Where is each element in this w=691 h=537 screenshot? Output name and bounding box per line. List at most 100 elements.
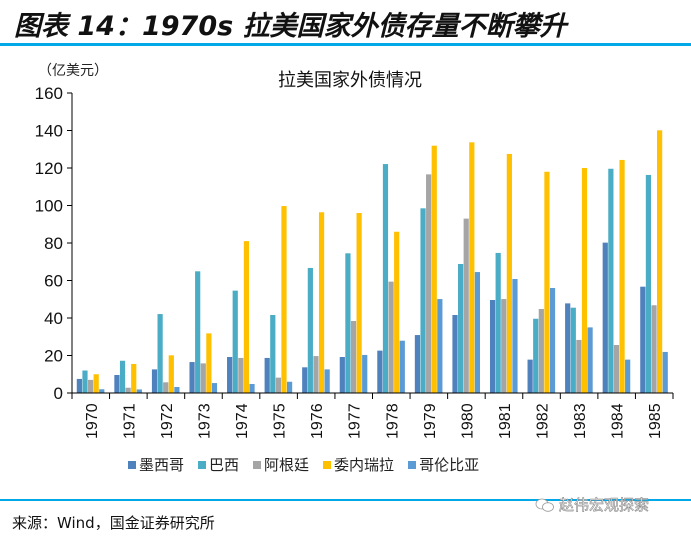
bar-1972-2 [163,382,169,393]
x-tick-label-1982: 1982 [535,403,552,439]
watermark-text: 赵伟宏观探索 [559,496,650,515]
bar-1973-2 [200,363,206,394]
bar-1974-3 [243,241,250,394]
legend-label: 墨西哥 [139,456,185,474]
bar-1972-0 [151,369,158,394]
bar-1980-0 [452,315,458,393]
legend-item-1: 巴西 [198,454,239,475]
legend-swatch [253,460,262,469]
bar-1985-2 [651,305,657,393]
bar-1971-3 [131,363,137,393]
bar-1984-3 [619,159,625,393]
x-tick-label-1978: 1978 [384,403,401,439]
y-axis-unit-label: （亿美元） [38,63,108,79]
bar-1984-4 [625,359,631,394]
bar-1975-0 [264,357,270,393]
x-tick-label-1974: 1974 [234,403,251,439]
bar-1975-3 [281,206,287,393]
bar-1980-2 [463,218,469,394]
wechat-icon [535,498,554,512]
legend-item-0: 墨西哥 [128,454,184,475]
bar-1974-0 [227,357,233,393]
bar-1976-1 [307,267,313,393]
watermark: 赵伟宏观探索 [535,494,649,515]
bar-1971-4 [136,389,142,393]
bar-1970-0 [76,378,82,393]
bar-1982-3 [544,171,550,393]
legend-label: 阿根廷 [264,456,310,474]
bar-1973-1 [195,271,201,393]
bar-1972-4 [174,387,180,393]
bar-1985-0 [640,286,646,393]
x-tick-label-1981: 1981 [497,403,514,439]
legend-label: 巴西 [209,456,240,474]
bar-1970-2 [87,379,94,394]
bar-1982-4 [549,288,556,393]
legend-item-2: 阿根廷 [253,454,309,475]
bar-1984-2 [613,345,620,393]
bar-1985-4 [662,351,668,393]
chart-title: 拉美国家外债情况 [278,70,422,91]
bar-1970-4 [99,389,105,393]
y-tick-label-0: 0 [54,384,63,403]
y-tick-label-40: 40 [44,309,63,328]
source-note: 来源：Wind，国金证券研究所 [12,514,215,532]
bar-1972-3 [168,355,174,393]
bar-1983-1 [570,307,576,393]
legend: 墨西哥 巴西 阿根廷 委内瑞拉 哥伦比亚 [128,454,479,475]
legend-label: 哥伦比亚 [419,456,480,474]
bar-1978-0 [377,350,383,394]
bar-1977-3 [356,213,362,393]
bar-1978-4 [399,340,405,393]
y-tick-label-60: 60 [44,272,63,291]
bar-1976-0 [302,367,308,393]
bar-1982-0 [527,359,533,394]
bar-1973-3 [206,333,212,394]
bar-1983-2 [576,339,582,393]
bar-1979-1 [420,208,426,393]
x-tick-label-1985: 1985 [647,403,664,439]
bottom-rule [0,499,691,501]
x-tick-label-1976: 1976 [309,403,326,439]
bar-1981-4 [512,279,518,393]
bar-1974-2 [238,357,244,393]
bar-1977-0 [339,357,345,393]
bar-1970-1 [82,370,88,393]
x-tick-label-1980: 1980 [459,403,476,439]
bar-1981-3 [506,153,512,393]
legend-label: 委内瑞拉 [334,456,395,474]
bar-1983-4 [587,327,593,394]
bar-1984-0 [602,242,608,394]
bar-1979-3 [431,145,437,393]
legend-swatch [128,460,136,469]
bar-1981-0 [489,300,496,393]
bar-1985-1 [645,174,652,393]
bar-1974-1 [232,290,238,394]
x-tick-label-1970: 1970 [84,403,101,439]
bar-1984-1 [608,168,614,393]
y-tick-label-160: 160 [35,84,63,103]
bar-1981-1 [495,252,501,393]
x-tick-label-1984: 1984 [610,403,627,439]
x-tick-label-1977: 1977 [347,403,364,439]
x-tick-label-1973: 1973 [196,403,213,439]
legend-swatch [198,460,207,469]
bar-1973-0 [189,362,195,393]
legend-item-4: 哥伦比亚 [408,454,479,475]
bar-1977-4 [362,354,368,393]
bar-1976-3 [318,212,325,393]
bar-1971-0 [114,375,120,393]
bar-1975-2 [275,377,281,394]
bar-1978-1 [382,164,389,393]
x-tick-label-1972: 1972 [159,403,176,439]
bar-1974-4 [249,384,255,393]
y-tick-label-80: 80 [44,234,63,253]
bar-1978-3 [394,231,400,393]
bar-1973-4 [211,383,218,393]
bar-1976-4 [324,369,330,394]
bar-1985-3 [657,130,663,393]
bar-1972-1 [157,314,163,393]
bar-1983-3 [581,168,588,393]
bar-1971-2 [125,387,131,393]
bar-1980-1 [458,264,464,393]
